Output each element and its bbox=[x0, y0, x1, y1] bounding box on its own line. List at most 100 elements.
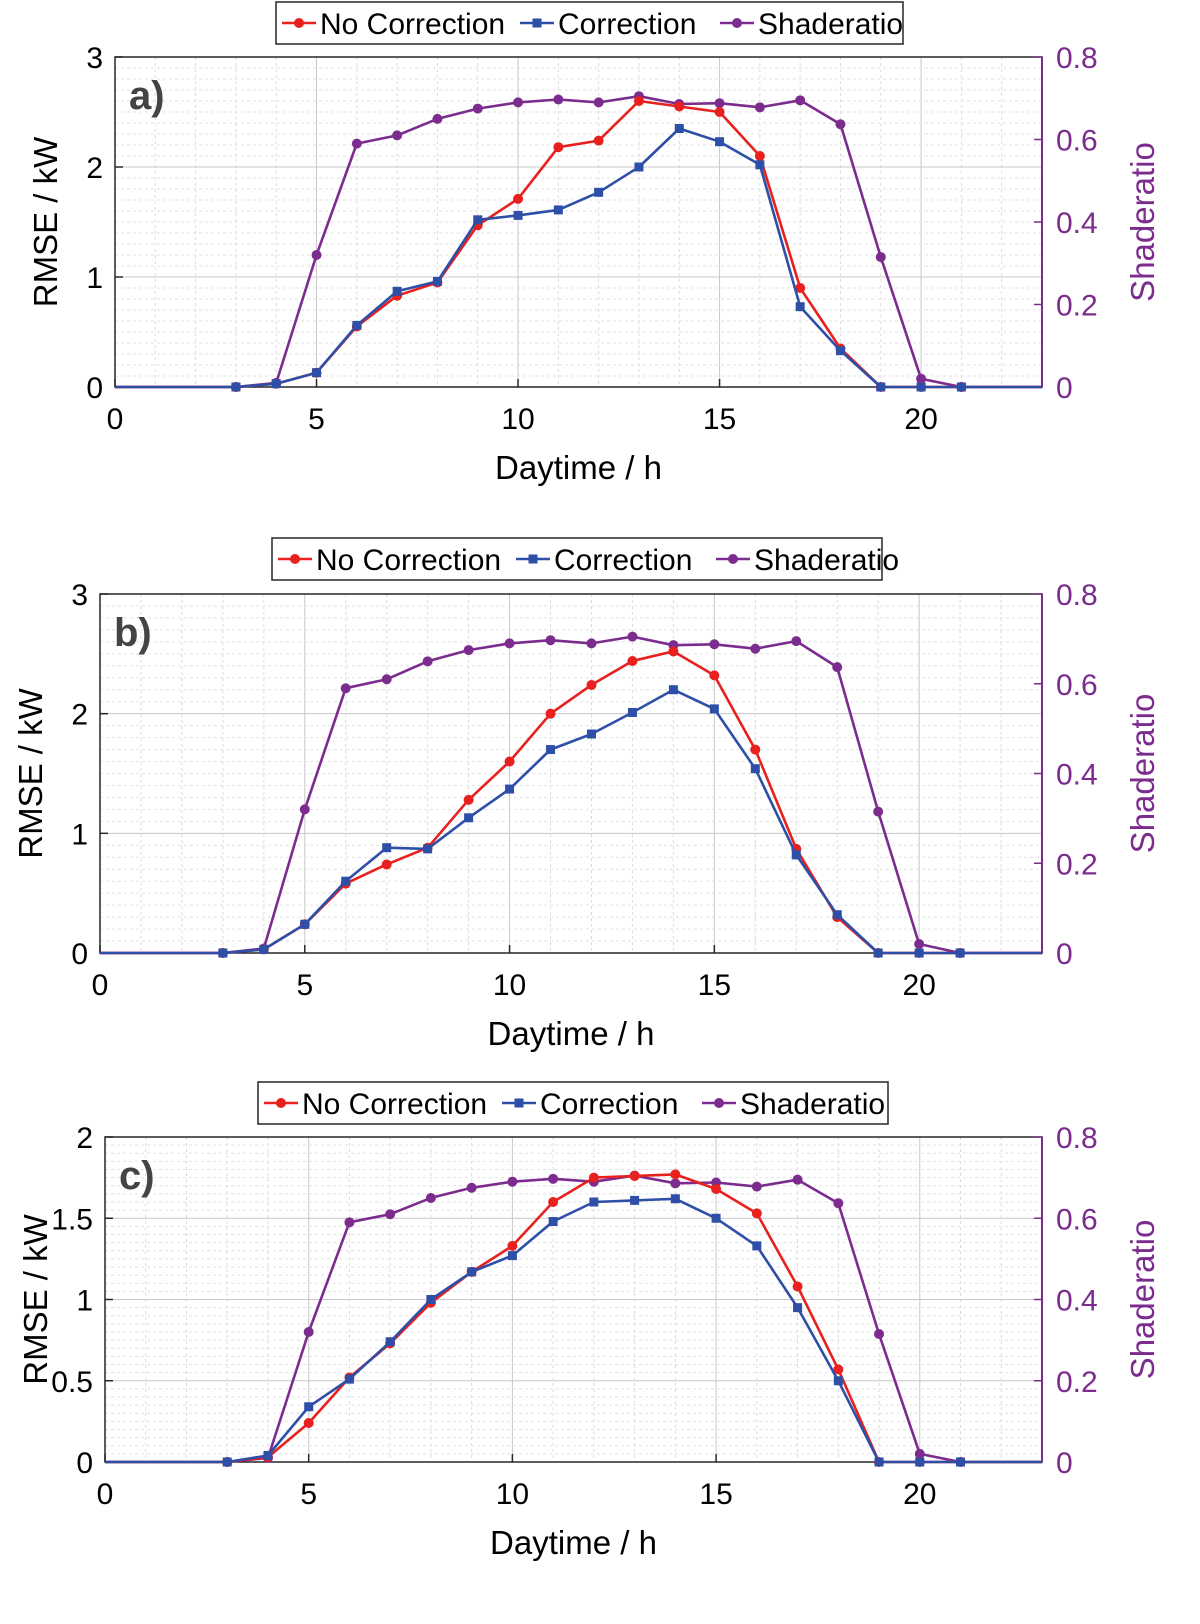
data-point-correction bbox=[271, 379, 281, 389]
x-tick-label: 20 bbox=[903, 1478, 936, 1511]
legend-item-no-correction: No Correction bbox=[278, 544, 501, 577]
y-tick-label: 0 bbox=[71, 938, 88, 971]
data-point-shaderatio bbox=[627, 631, 638, 642]
data-point-correction bbox=[344, 1374, 354, 1384]
y-tick-label: 1.5 bbox=[51, 1203, 93, 1236]
data-point-correction bbox=[352, 320, 362, 330]
legend-label: No Correction bbox=[316, 544, 501, 577]
legend-item-correction: Correction bbox=[502, 1088, 678, 1121]
data-point-no-correction bbox=[463, 794, 474, 805]
data-point-no-correction bbox=[553, 142, 564, 153]
data-point-correction bbox=[222, 1457, 232, 1467]
data-point-correction bbox=[791, 850, 801, 860]
series-line-correction bbox=[100, 688, 1042, 955]
data-point-shaderatio bbox=[914, 1448, 925, 1459]
y2-axis-title: Shaderatio bbox=[1124, 694, 1161, 854]
data-point-no-correction bbox=[711, 1184, 722, 1194]
data-point-correction bbox=[876, 382, 886, 392]
data-point-shaderatio bbox=[714, 98, 725, 109]
y2-axis-title: Shaderatio bbox=[1124, 142, 1161, 302]
legend-swatch-marker bbox=[714, 1098, 724, 1108]
data-point-correction bbox=[423, 844, 433, 854]
y2-tick-label: 0 bbox=[1056, 938, 1073, 971]
x-tick-label: 20 bbox=[902, 969, 935, 1002]
data-point-correction bbox=[464, 813, 474, 823]
data-point-shaderatio bbox=[795, 95, 806, 106]
x-tick-label: 5 bbox=[300, 1478, 317, 1511]
legend-item-shaderatio: Shaderatio bbox=[702, 1088, 885, 1121]
grid bbox=[105, 1137, 1042, 1462]
data-point-no-correction bbox=[629, 1171, 640, 1181]
x-tick-label: 20 bbox=[904, 403, 937, 436]
data-point-shaderatio bbox=[381, 674, 392, 685]
legend-item-no-correction: No Correction bbox=[264, 1088, 487, 1121]
data-point-no-correction bbox=[504, 756, 515, 767]
data-point-shaderatio bbox=[548, 1173, 559, 1184]
data-point-correction bbox=[916, 382, 926, 392]
legend-box bbox=[257, 1081, 889, 1125]
data-point-no-correction bbox=[714, 107, 725, 117]
data-point-shaderatio bbox=[385, 1209, 396, 1220]
data-point-shaderatio bbox=[504, 638, 515, 649]
data-point-no-correction bbox=[833, 1364, 844, 1375]
y-tick-label: 0.5 bbox=[51, 1366, 93, 1399]
data-point-shaderatio bbox=[303, 1327, 314, 1337]
y-axis-title: RMSE / kW bbox=[27, 136, 64, 307]
data-point-correction bbox=[513, 210, 523, 220]
data-point-shaderatio bbox=[835, 119, 846, 130]
data-point-shaderatio bbox=[670, 1178, 681, 1189]
data-point-no-correction bbox=[545, 708, 556, 719]
y2-tick-label: 0 bbox=[1056, 372, 1073, 405]
panel-label: a) bbox=[129, 74, 165, 118]
data-point-correction bbox=[300, 919, 310, 929]
data-point-shaderatio bbox=[545, 635, 556, 646]
data-point-correction bbox=[392, 286, 402, 296]
data-point-no-correction bbox=[633, 96, 644, 106]
y2-tick-label: 0.2 bbox=[1056, 290, 1098, 323]
y2-tick-label: 0.8 bbox=[1056, 1122, 1098, 1155]
x-tick-label: 5 bbox=[308, 403, 325, 436]
y2-tick-label: 0.8 bbox=[1056, 579, 1098, 612]
data-point-no-correction bbox=[627, 656, 638, 667]
legend: No Correction Correction Shaderatio bbox=[257, 1081, 889, 1125]
x-tick-label: 15 bbox=[698, 969, 731, 1002]
legend-swatch-marker bbox=[276, 1098, 286, 1108]
data-point-correction bbox=[795, 302, 805, 312]
data-point-no-correction bbox=[513, 193, 524, 204]
legend-swatch-marker bbox=[532, 18, 542, 28]
data-point-correction bbox=[218, 948, 228, 958]
data-point-shaderatio bbox=[392, 130, 403, 141]
legend-item-shaderatio: Shaderatio bbox=[716, 544, 899, 577]
data-point-shaderatio bbox=[422, 656, 433, 667]
data-point-no-correction bbox=[670, 1169, 681, 1180]
series-correction bbox=[105, 1194, 1042, 1467]
data-point-correction bbox=[715, 137, 725, 147]
data-point-no-correction bbox=[668, 646, 679, 657]
data-point-correction bbox=[341, 876, 351, 886]
data-point-correction bbox=[670, 1194, 680, 1204]
data-point-shaderatio bbox=[791, 636, 802, 647]
legend-item-shaderatio: Shaderatio bbox=[720, 8, 903, 41]
data-point-correction bbox=[630, 1195, 640, 1205]
data-point-shaderatio bbox=[586, 638, 597, 649]
data-point-correction bbox=[589, 1197, 599, 1207]
data-point-correction bbox=[473, 215, 483, 225]
grid bbox=[100, 594, 1042, 953]
data-point-correction bbox=[586, 729, 596, 739]
legend-swatch-marker bbox=[514, 1098, 524, 1108]
data-point-shaderatio bbox=[311, 250, 322, 260]
legend-label: Shaderatio bbox=[758, 8, 903, 41]
y-tick-label: 2 bbox=[86, 152, 103, 185]
data-point-shaderatio bbox=[351, 138, 362, 149]
data-point-shaderatio bbox=[344, 1217, 355, 1228]
legend-label: No Correction bbox=[320, 8, 505, 41]
data-point-no-correction bbox=[750, 744, 761, 755]
data-point-shaderatio bbox=[792, 1174, 803, 1185]
data-point-no-correction bbox=[303, 1418, 314, 1428]
legend-box bbox=[275, 1, 904, 45]
series-correction bbox=[100, 685, 1042, 958]
panel-label: b) bbox=[114, 611, 152, 655]
x-tick-label: 10 bbox=[496, 1478, 529, 1511]
